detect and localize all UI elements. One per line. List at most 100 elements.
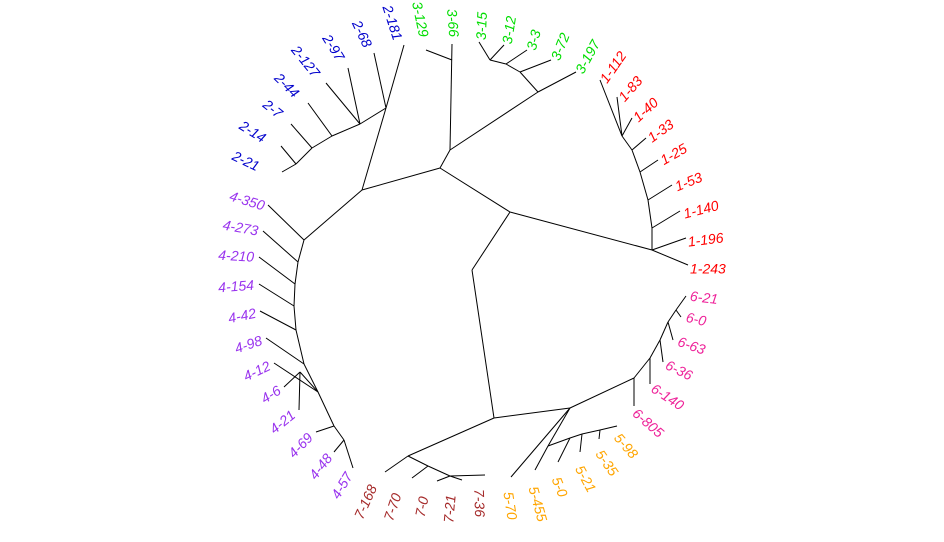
leaf-label: 2-181 bbox=[379, 2, 406, 42]
branch-edge bbox=[581, 429, 601, 435]
leaf-label: 1-33 bbox=[645, 116, 677, 146]
branch-edge bbox=[598, 429, 601, 440]
branch-edge bbox=[361, 167, 441, 191]
leaf-label: 1-196 bbox=[687, 229, 725, 249]
branch-edge bbox=[273, 362, 319, 393]
branch-edge bbox=[647, 199, 653, 229]
leaf-label: 5-35 bbox=[592, 447, 621, 479]
branch-edge bbox=[361, 107, 387, 191]
leaf-label: 6-36 bbox=[663, 357, 695, 384]
branch-edge bbox=[616, 96, 623, 137]
branch-edge bbox=[427, 465, 451, 477]
leaf-label: 4-57 bbox=[328, 468, 357, 501]
leaf-label: 4-12 bbox=[241, 358, 273, 385]
branch-edge bbox=[290, 123, 313, 149]
branch-edge bbox=[436, 475, 451, 482]
branch-edge bbox=[373, 52, 387, 109]
branch-edge bbox=[259, 310, 297, 331]
branch-edge bbox=[449, 475, 463, 481]
branch-edge bbox=[505, 63, 521, 73]
branch-edge bbox=[534, 445, 549, 471]
branch-edge bbox=[519, 59, 552, 73]
leaf-label: 4-350 bbox=[228, 188, 267, 214]
branch-edge bbox=[519, 71, 539, 93]
branch-edge bbox=[297, 239, 305, 263]
branch-edge bbox=[631, 149, 641, 173]
branch-edge bbox=[509, 211, 653, 251]
branch-edge bbox=[449, 43, 453, 151]
leaf-label: 1-112 bbox=[596, 48, 629, 86]
branch-edge bbox=[325, 82, 361, 125]
leaf-label: 7-168 bbox=[351, 482, 380, 521]
branch-edge bbox=[258, 256, 296, 285]
branch-edge bbox=[295, 329, 305, 365]
leaf-label: 3-12 bbox=[499, 15, 519, 45]
leaf-label: 1-53 bbox=[673, 169, 705, 194]
leaf-label: 3-197 bbox=[572, 36, 604, 76]
branch-edge bbox=[651, 237, 687, 251]
branch-edge bbox=[303, 189, 363, 241]
branch-edge bbox=[557, 437, 571, 463]
branch-edge bbox=[317, 391, 335, 427]
leaf-label: 4-98 bbox=[232, 332, 264, 356]
leaf-label: 4-6 bbox=[258, 382, 284, 406]
branch-edge bbox=[631, 137, 647, 151]
leaf-label: 7-36 bbox=[471, 489, 488, 518]
leaf-label: 4-42 bbox=[227, 305, 258, 326]
branch-edge bbox=[299, 371, 319, 393]
leaf-label: 6-0 bbox=[685, 309, 708, 329]
branch-edge bbox=[280, 145, 297, 165]
branch-edge bbox=[675, 295, 687, 311]
branch-edge bbox=[667, 309, 677, 323]
branch-edge bbox=[439, 149, 451, 169]
leaf-label: 5-0 bbox=[549, 475, 571, 500]
branch-edge bbox=[489, 44, 505, 61]
branch-edge bbox=[331, 123, 361, 137]
leaf-label: 2-14 bbox=[236, 117, 269, 146]
branch-edge bbox=[359, 107, 387, 125]
leaf-label: 3-15 bbox=[473, 11, 490, 40]
branch-edge bbox=[449, 91, 539, 151]
branch-edge bbox=[659, 339, 664, 363]
branch-edge bbox=[537, 71, 577, 93]
branch-edge bbox=[621, 135, 633, 151]
leaf-label: 2-7 bbox=[259, 95, 287, 122]
branch-edge bbox=[258, 283, 295, 307]
branch-edge bbox=[333, 439, 345, 453]
leaf-label: 4-210 bbox=[218, 247, 255, 265]
leaf-label: 4-48 bbox=[306, 450, 336, 482]
branch-edge bbox=[579, 433, 583, 453]
branch-edge bbox=[547, 437, 571, 447]
branch-edge bbox=[471, 269, 495, 419]
branch-edge bbox=[489, 59, 507, 65]
branch-edge bbox=[385, 44, 405, 109]
leaf-label: 1-243 bbox=[690, 261, 726, 277]
branch-edge bbox=[293, 305, 297, 331]
dendrogram-edges bbox=[258, 41, 689, 482]
leaf-label: 3-129 bbox=[409, 0, 432, 39]
branch-edge bbox=[333, 425, 345, 441]
branch-edge bbox=[505, 49, 528, 65]
branch-edge bbox=[307, 102, 333, 137]
branch-edge bbox=[599, 79, 623, 137]
branch-edge bbox=[407, 455, 429, 467]
branch-edge bbox=[311, 135, 333, 149]
branch-edge bbox=[651, 249, 689, 266]
leaf-label: 2-68 bbox=[349, 17, 376, 50]
leaf-label: 7-70 bbox=[380, 491, 404, 523]
leaf-label: 4-21 bbox=[266, 407, 298, 437]
leaf-label: 6-140 bbox=[648, 380, 687, 413]
leaf-label: 4-69 bbox=[285, 429, 316, 460]
leaf-label: 6-805 bbox=[630, 405, 668, 441]
branch-edge bbox=[675, 309, 682, 318]
branch-edge bbox=[425, 49, 453, 61]
branch-edge bbox=[659, 321, 669, 341]
leaf-label: 2-44 bbox=[271, 69, 303, 101]
dendrogram-labels: 1-243 1-196 1-140 1-531-251-331-401-831-112… bbox=[218, 0, 726, 523]
leaf-label: 6-21 bbox=[689, 288, 719, 307]
leaf-label: 5-98 bbox=[611, 430, 642, 462]
branch-edge bbox=[599, 425, 618, 431]
branch-edge bbox=[407, 417, 495, 457]
leaf-label: 4-273 bbox=[222, 217, 260, 239]
branch-edge bbox=[439, 167, 511, 213]
